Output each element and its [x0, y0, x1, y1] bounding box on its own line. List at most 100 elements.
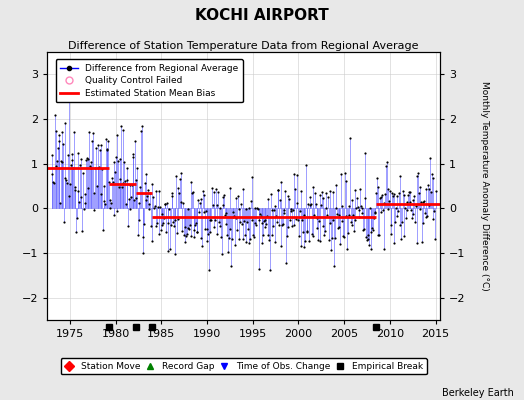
- Point: [424, 182, 432, 188]
- Point: [176, 176, 184, 182]
- Point: [222, 221, 230, 228]
- Point: [51, 112, 59, 119]
- Point: [270, 239, 279, 245]
- Point: [331, 182, 340, 188]
- Point: [174, 216, 182, 223]
- Point: [85, 129, 93, 135]
- Point: [283, 224, 292, 230]
- Point: [179, 200, 187, 206]
- Point: [54, 132, 63, 138]
- Point: [97, 190, 105, 197]
- Point: [272, 218, 281, 225]
- Y-axis label: Monthly Temperature Anomaly Difference (°C): Monthly Temperature Anomaly Difference (…: [479, 81, 488, 291]
- Point: [132, 195, 140, 201]
- Point: [314, 218, 323, 224]
- Point: [342, 178, 351, 184]
- Point: [182, 231, 191, 237]
- Point: [263, 213, 271, 220]
- Point: [106, 205, 115, 212]
- Point: [121, 178, 129, 184]
- Point: [122, 201, 130, 207]
- Point: [197, 234, 205, 241]
- Point: [190, 234, 198, 240]
- Point: [133, 164, 141, 171]
- Point: [155, 188, 163, 194]
- Point: [419, 220, 427, 226]
- Point: [187, 179, 195, 185]
- Point: [291, 186, 299, 192]
- Point: [321, 228, 329, 234]
- Point: [128, 151, 137, 158]
- Point: [412, 240, 421, 246]
- Point: [408, 215, 416, 222]
- Point: [295, 233, 303, 239]
- Point: [240, 218, 248, 224]
- Point: [225, 185, 234, 192]
- Point: [406, 189, 414, 196]
- Point: [364, 236, 372, 243]
- Point: [286, 216, 294, 223]
- Point: [267, 191, 275, 198]
- Point: [194, 197, 202, 204]
- Point: [166, 246, 174, 252]
- Point: [267, 232, 276, 238]
- Point: [215, 219, 223, 226]
- Point: [68, 151, 77, 157]
- Point: [113, 132, 121, 138]
- Point: [339, 218, 347, 224]
- Point: [57, 158, 65, 164]
- Point: [276, 197, 284, 203]
- Point: [237, 201, 245, 208]
- Point: [180, 232, 188, 238]
- Point: [128, 182, 136, 188]
- Point: [404, 192, 412, 198]
- Point: [384, 185, 392, 192]
- Point: [202, 226, 211, 232]
- Point: [227, 263, 235, 269]
- Point: [334, 224, 343, 230]
- Point: [192, 229, 201, 235]
- Point: [219, 202, 227, 208]
- Point: [254, 217, 263, 224]
- Point: [388, 190, 396, 196]
- Point: [401, 204, 409, 211]
- Point: [238, 186, 247, 192]
- Point: [214, 189, 222, 195]
- Point: [303, 229, 312, 236]
- Point: [406, 199, 414, 206]
- Point: [160, 200, 169, 207]
- Point: [216, 205, 225, 211]
- Point: [337, 203, 346, 209]
- Point: [425, 202, 434, 208]
- Point: [285, 196, 293, 202]
- Point: [369, 226, 377, 233]
- Point: [154, 204, 162, 210]
- Point: [322, 205, 331, 211]
- Point: [239, 236, 247, 242]
- Point: [102, 136, 110, 142]
- Point: [257, 212, 265, 219]
- Point: [170, 222, 178, 229]
- Point: [134, 232, 142, 238]
- Point: [127, 194, 135, 200]
- Point: [147, 222, 155, 229]
- Point: [357, 205, 366, 211]
- Point: [299, 212, 308, 218]
- Point: [416, 183, 424, 190]
- Point: [141, 171, 150, 177]
- Point: [117, 122, 125, 129]
- Point: [234, 193, 242, 200]
- Point: [310, 212, 319, 218]
- Point: [82, 157, 90, 164]
- Point: [180, 238, 189, 245]
- Point: [422, 186, 431, 192]
- Point: [426, 154, 434, 161]
- Point: [92, 145, 100, 151]
- Point: [347, 219, 355, 226]
- Point: [355, 214, 364, 221]
- Point: [93, 183, 101, 189]
- Point: [337, 170, 345, 177]
- Point: [254, 206, 262, 212]
- Point: [300, 244, 309, 250]
- Point: [431, 188, 440, 194]
